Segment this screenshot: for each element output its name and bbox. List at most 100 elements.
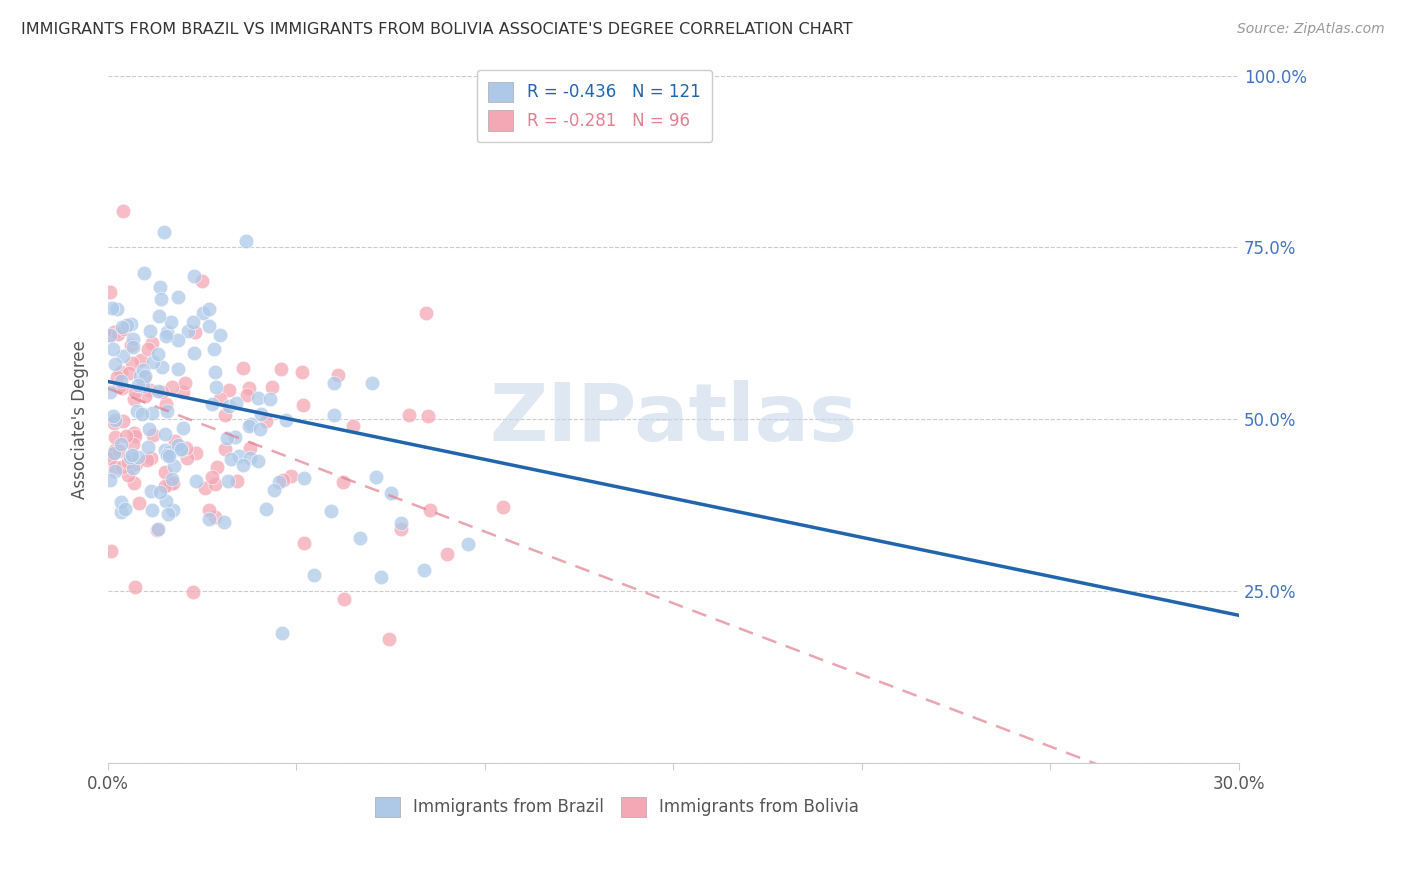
Point	[155, 404, 177, 418]
Point	[122, 425, 145, 440]
Point	[198, 512, 221, 526]
Point	[204, 476, 226, 491]
Point	[112, 321, 135, 335]
Point	[194, 481, 217, 495]
Point	[172, 421, 194, 435]
Point	[101, 409, 124, 423]
Point	[136, 440, 159, 454]
Point	[226, 474, 249, 488]
Point	[111, 414, 134, 428]
Point	[492, 500, 515, 514]
Point	[156, 325, 179, 339]
Point	[98, 328, 121, 343]
Point	[238, 381, 260, 395]
Point	[128, 496, 150, 510]
Point	[263, 483, 285, 498]
Point	[389, 516, 412, 530]
Point	[149, 280, 172, 294]
Point	[110, 365, 132, 379]
Point	[136, 342, 159, 356]
Point	[333, 592, 356, 607]
Point	[148, 384, 170, 399]
Point	[274, 413, 297, 427]
Point	[115, 318, 138, 333]
Point	[190, 274, 212, 288]
Point	[273, 474, 295, 488]
Point	[166, 438, 188, 452]
Point	[166, 361, 188, 376]
Point	[232, 458, 254, 472]
Point	[121, 449, 143, 463]
Point	[186, 446, 208, 460]
Point	[214, 515, 236, 529]
Point	[114, 502, 136, 516]
Point	[111, 320, 134, 334]
Point	[246, 391, 269, 405]
Point	[260, 379, 283, 393]
Point	[269, 475, 291, 490]
Point	[132, 379, 155, 393]
Point	[380, 486, 402, 500]
Point	[107, 444, 129, 458]
Point	[148, 347, 170, 361]
Point	[270, 626, 292, 640]
Point	[173, 376, 195, 391]
Point	[249, 422, 271, 436]
Point	[254, 502, 277, 516]
Point	[157, 444, 180, 458]
Point	[239, 417, 262, 432]
Point	[224, 430, 246, 444]
Point	[115, 428, 138, 442]
Point	[120, 338, 142, 352]
Point	[136, 452, 159, 467]
Point	[124, 384, 146, 399]
Point	[162, 475, 184, 490]
Point	[412, 563, 434, 577]
Point	[127, 404, 149, 418]
Point	[292, 536, 315, 550]
Point	[107, 327, 129, 342]
Point	[250, 407, 273, 421]
Point	[177, 324, 200, 338]
Point	[104, 459, 127, 474]
Point	[103, 342, 125, 356]
Point	[153, 426, 176, 441]
Point	[198, 319, 221, 334]
Point	[121, 461, 143, 475]
Point	[128, 378, 150, 392]
Point	[364, 470, 387, 484]
Point	[132, 266, 155, 280]
Point	[415, 306, 437, 320]
Point	[183, 345, 205, 359]
Point	[129, 369, 152, 384]
Y-axis label: Associate's Degree: Associate's Degree	[72, 340, 89, 499]
Point	[186, 474, 208, 488]
Point	[167, 333, 190, 347]
Point	[291, 365, 314, 379]
Point	[162, 502, 184, 516]
Point	[104, 442, 127, 457]
Point	[111, 381, 134, 395]
Point	[110, 505, 132, 519]
Point	[280, 469, 302, 483]
Point	[198, 301, 221, 316]
Point	[153, 478, 176, 492]
Point	[122, 332, 145, 346]
Point	[247, 454, 270, 468]
Point	[159, 477, 181, 491]
Point	[155, 493, 177, 508]
Point	[98, 285, 121, 299]
Point	[323, 409, 346, 423]
Point	[155, 397, 177, 411]
Point	[323, 376, 346, 391]
Point	[170, 443, 193, 458]
Point	[104, 464, 127, 478]
Point	[174, 441, 197, 455]
Point	[104, 357, 127, 371]
Point	[101, 301, 124, 316]
Point	[98, 384, 121, 399]
Point	[197, 503, 219, 517]
Point	[204, 510, 226, 524]
Point	[153, 442, 176, 457]
Point	[184, 325, 207, 339]
